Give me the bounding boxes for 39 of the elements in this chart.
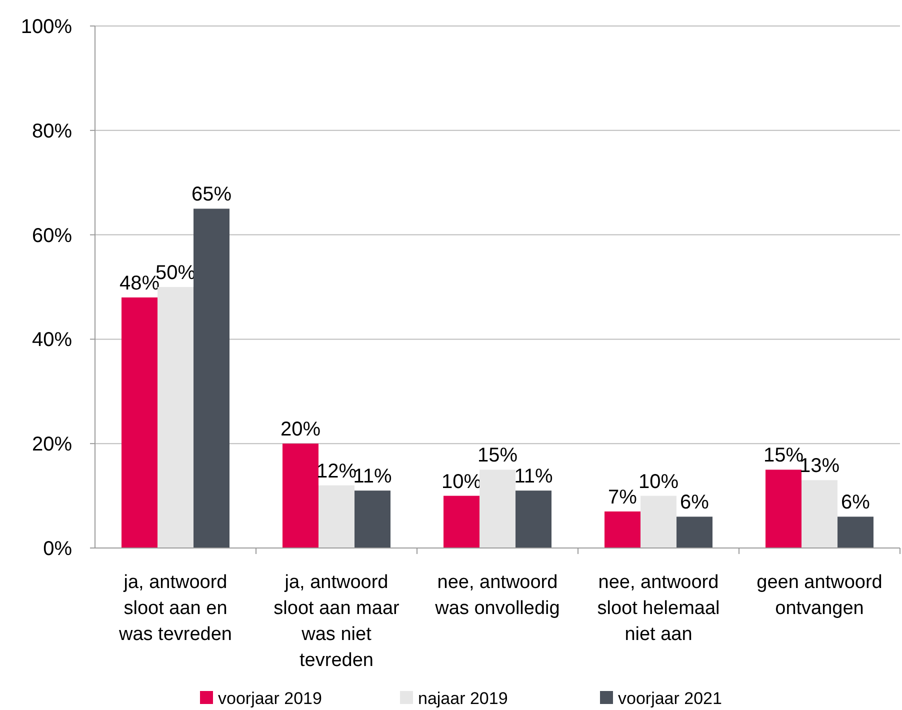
- bar: [282, 444, 318, 548]
- bar: [158, 287, 194, 548]
- x-tick-label: ja, antwoord sloot aan maar was niet tevreden: [274, 572, 400, 671]
- legend-label: voorjaar 2019: [218, 688, 322, 708]
- legend-label: voorjaar 2021: [618, 688, 722, 708]
- data-label: 6%: [841, 492, 870, 514]
- bar: [640, 496, 676, 548]
- bar: [480, 470, 516, 548]
- bar: [604, 511, 640, 548]
- bar: [676, 516, 712, 548]
- bar: [354, 490, 390, 548]
- data-label: 6%: [680, 492, 710, 514]
- legend-label: najaar 2019: [418, 688, 508, 708]
- data-label: 20%: [280, 418, 321, 441]
- x-tick-label: ja, antwoord sloot aan en was tevreden: [118, 572, 232, 645]
- bar: [318, 485, 354, 548]
- y-tick-label: 0%: [43, 538, 72, 560]
- y-tick-label: 100%: [20, 16, 72, 38]
- bar: [766, 470, 802, 548]
- x-tick-label: nee, antwoord sloot helemaal niet aan: [597, 572, 720, 645]
- y-tick-label: 80%: [32, 120, 72, 142]
- x-tick-label: geen antwoord ontvangen: [756, 572, 882, 619]
- data-label: 10%: [441, 470, 482, 493]
- bar: [444, 496, 480, 548]
- data-label: 65%: [191, 184, 232, 206]
- bar: [802, 480, 838, 548]
- data-label: 11%: [353, 466, 392, 488]
- data-label: 15%: [477, 444, 518, 467]
- bar: [122, 297, 158, 548]
- bar: [516, 490, 552, 548]
- bar: [194, 208, 230, 548]
- y-tick-label: 40%: [32, 329, 72, 352]
- x-tick-label: nee, antwoord was onvolledig: [434, 572, 560, 619]
- data-label: 10%: [638, 470, 679, 493]
- y-tick-label: 20%: [32, 434, 72, 456]
- bar: [838, 516, 874, 548]
- data-label: 11%: [514, 466, 553, 488]
- data-label: 7%: [608, 486, 638, 508]
- y-tick-label: 60%: [32, 224, 72, 247]
